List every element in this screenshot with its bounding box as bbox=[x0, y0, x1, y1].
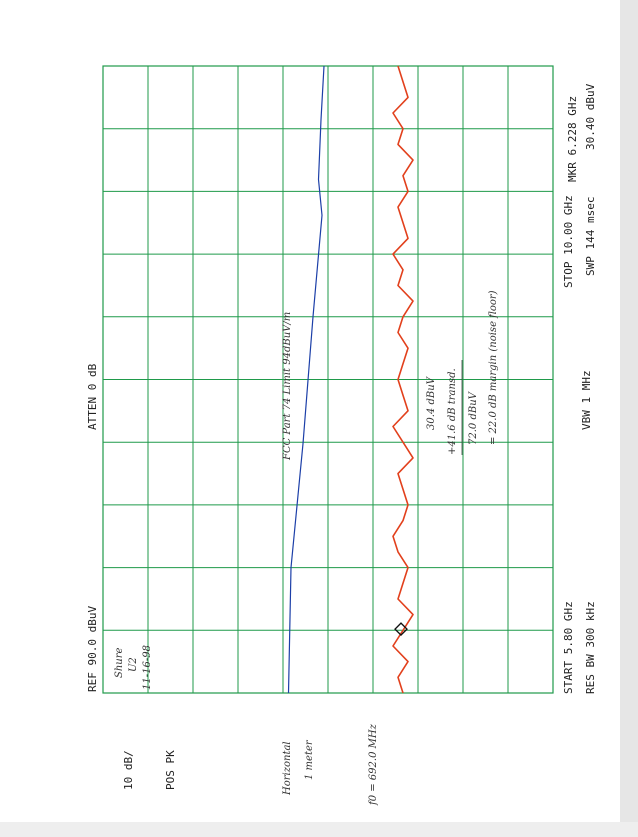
note-fundamental: f0 = 692.0 MHz bbox=[368, 723, 379, 806]
note-polarization: Horizontal bbox=[282, 741, 293, 796]
note-distance: 1 meter bbox=[304, 739, 315, 780]
sweep-label: SWP 144 msec bbox=[584, 197, 597, 276]
detector-label: POS PK bbox=[164, 750, 177, 790]
rbw-label: RES BW 300 kHz bbox=[584, 601, 597, 694]
start-label: START 5.80 GHz bbox=[562, 601, 575, 694]
plot-frame bbox=[102, 65, 554, 694]
marker bbox=[394, 622, 408, 637]
vbw-label: VBW 1 MHz bbox=[580, 370, 593, 430]
note-reading: 30.4 dBuV bbox=[426, 375, 437, 430]
note-margin: = 22.0 dB margin (noise floor) bbox=[488, 290, 499, 445]
trace bbox=[392, 65, 414, 694]
ref-label: REF 90.0 dBuV bbox=[86, 606, 99, 692]
note-model: U2 bbox=[128, 657, 139, 672]
scan-edge bbox=[620, 0, 638, 837]
scan-edge bbox=[0, 822, 638, 837]
note-total: 72.0 dBuV bbox=[468, 390, 479, 445]
stop-label: STOP 10.00 GHz bbox=[562, 195, 575, 288]
atten-label: ATTEN 0 dB bbox=[86, 363, 99, 430]
scale-label: 10 dB/ bbox=[122, 750, 135, 790]
note-transducer: +41.6 dB transd. bbox=[447, 368, 458, 455]
note-date: 11-16-98 bbox=[142, 645, 153, 690]
note-limit: FCC Part 74 Limit 94dBuV/m bbox=[282, 312, 293, 461]
grid bbox=[103, 66, 553, 693]
note-device: Shure bbox=[114, 647, 125, 678]
marker-freq-label: MKR 6.228 GHz bbox=[566, 96, 579, 182]
marker-level-label: 30.40 dBuV bbox=[584, 83, 597, 150]
plot-area bbox=[287, 65, 414, 694]
limit-line bbox=[287, 65, 325, 694]
